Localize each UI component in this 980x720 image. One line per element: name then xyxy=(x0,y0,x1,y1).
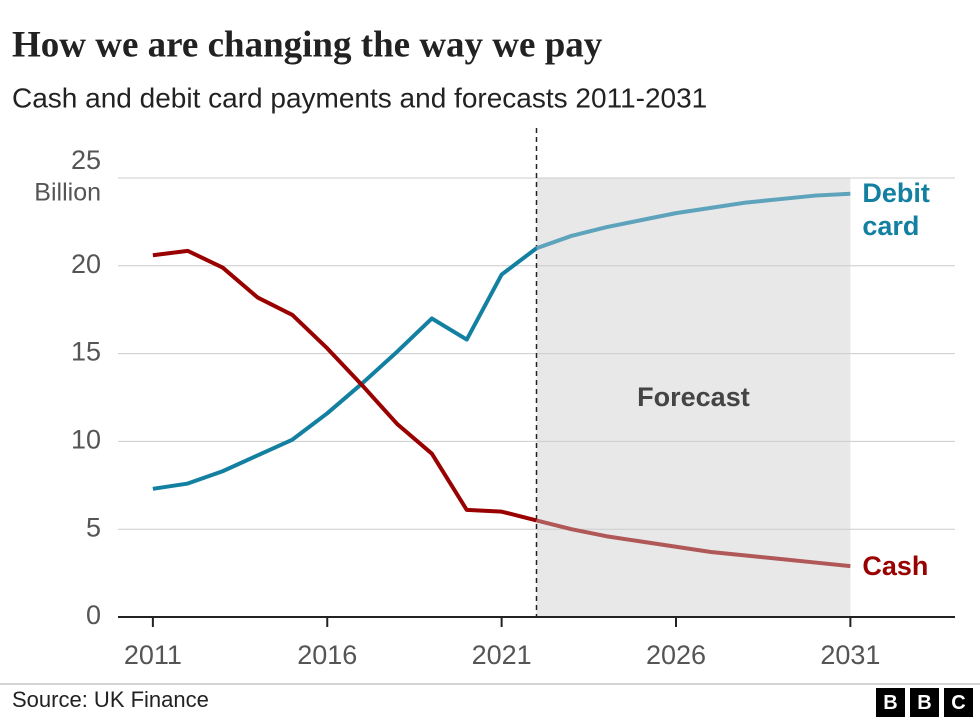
chart-subtitle: Cash and debit card payments and forecas… xyxy=(12,82,707,113)
chart-title: How we are changing the way we pay xyxy=(12,24,603,65)
y-tick-label: 15 xyxy=(71,337,101,367)
forecast-region xyxy=(536,178,851,617)
series-label: Debit card xyxy=(862,177,930,241)
logo-letter: B xyxy=(917,692,931,714)
logo-box xyxy=(876,688,905,717)
y-tick-label: 0 xyxy=(86,600,101,630)
line-actual xyxy=(152,246,538,491)
logo-box xyxy=(910,688,939,717)
x-tick-label: 2031 xyxy=(820,640,880,670)
logo-letter: B xyxy=(883,692,897,714)
y-tick-label: 10 xyxy=(71,425,101,455)
source: Source: UK Finance xyxy=(12,687,209,712)
line-forecast xyxy=(536,518,851,569)
line-forecast xyxy=(535,191,851,251)
forecast-label: Forecast xyxy=(637,382,750,412)
y-tick-label: 20 xyxy=(71,249,101,279)
logo-letter: C xyxy=(951,692,965,714)
y-tick-label: 5 xyxy=(86,512,101,542)
logo-box xyxy=(944,688,973,717)
series-label: Cash xyxy=(862,550,929,581)
x-tick-label: 2016 xyxy=(297,640,357,670)
line-actual xyxy=(152,248,537,523)
x-tick-label: 2011 xyxy=(124,640,182,670)
x-tick-label: 2021 xyxy=(472,640,532,670)
x-tick-label: 2026 xyxy=(646,640,706,670)
y-axis-label: Billion xyxy=(34,179,101,207)
y-tick-label: 25 xyxy=(71,145,101,175)
